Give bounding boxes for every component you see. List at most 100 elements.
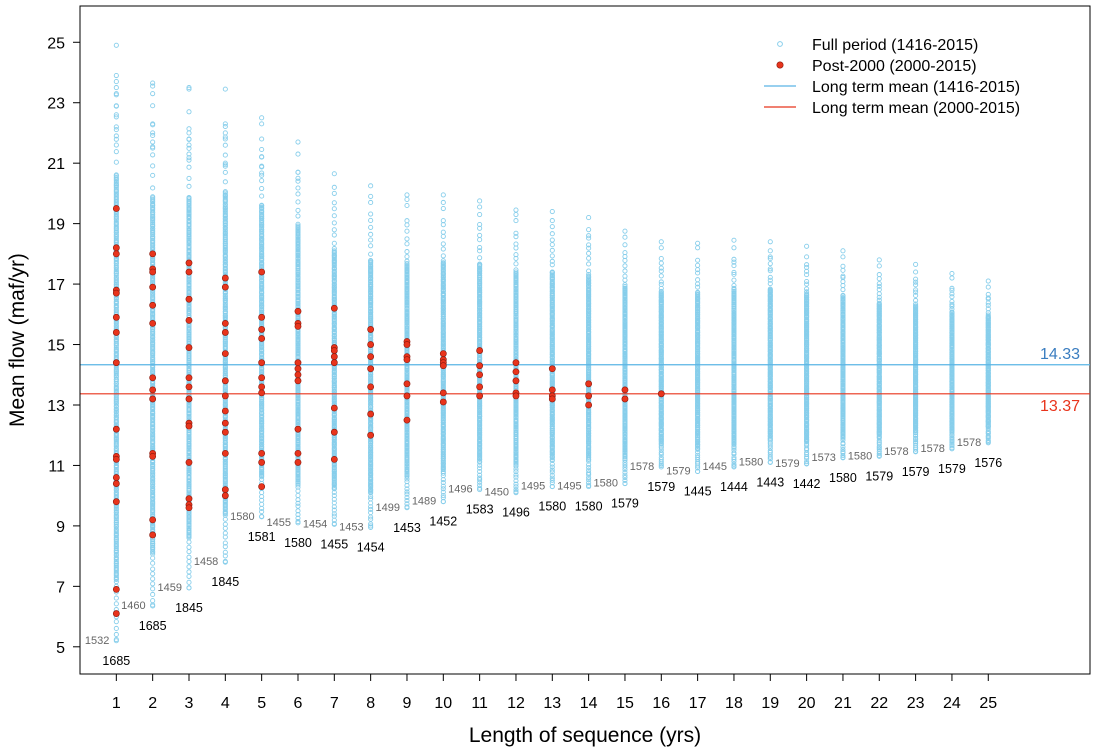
full-period-point (222, 189, 228, 195)
full-period-point (295, 175, 301, 181)
full-period-point (440, 199, 446, 206)
full-period-point (658, 239, 664, 245)
full-period-point (295, 236, 301, 242)
full-period-point (331, 375, 337, 381)
full-period-point (549, 472, 555, 478)
full-period-point (331, 220, 337, 226)
full-period-point (368, 496, 374, 502)
full-period-point (331, 335, 337, 341)
full-period-point (368, 521, 374, 527)
full-period-point (113, 219, 119, 225)
full-period-point (477, 475, 483, 481)
full-period-point (222, 256, 228, 262)
full-period-point (477, 255, 483, 261)
full-period-point (549, 357, 555, 363)
full-period-point (513, 466, 519, 472)
full-period-point (186, 585, 192, 591)
full-period-point (150, 576, 156, 582)
full-period-point (331, 200, 337, 206)
full-period-point (113, 220, 119, 226)
full-period-point (186, 126, 192, 132)
full-period-point (259, 146, 265, 153)
full-period-point (295, 492, 301, 499)
full-period-point (368, 504, 374, 510)
full-period-point (113, 124, 119, 130)
full-period-point (368, 311, 374, 317)
full-period-point (113, 181, 119, 187)
full-period-point (113, 631, 119, 638)
full-period-point (113, 547, 119, 553)
full-period-point (295, 508, 301, 514)
full-period-point (222, 516, 228, 522)
full-period-point (331, 395, 337, 401)
full-period-point (222, 152, 228, 158)
full-period-point (658, 281, 664, 288)
full-period-point (113, 72, 119, 79)
full-period-point (186, 85, 192, 91)
full-period-point (658, 279, 664, 285)
full-period-point (368, 231, 374, 237)
full-period-point (368, 292, 374, 298)
full-period-point (331, 496, 337, 502)
full-period-point (331, 521, 337, 527)
full-period-point (440, 192, 446, 198)
full-period-point (658, 455, 664, 461)
full-period-point (586, 477, 592, 483)
full-period-point (331, 248, 337, 254)
full-period-point (440, 419, 446, 425)
full-period-point (404, 405, 410, 411)
full-period-point (259, 154, 265, 160)
full-period-point (658, 443, 664, 449)
full-period-point (513, 478, 519, 484)
full-period-point (368, 442, 374, 448)
full-period-point (331, 388, 337, 394)
full-period-point (477, 232, 483, 238)
full-period-point (586, 480, 592, 486)
full-period-point (404, 466, 410, 472)
full-period-point (331, 500, 337, 506)
full-period-point (331, 171, 337, 177)
full-period-point (549, 224, 555, 230)
full-period-point (404, 489, 410, 495)
full-period-point (622, 474, 628, 481)
full-period-point (113, 346, 119, 352)
full-period-point (150, 277, 156, 283)
full-period-point (440, 246, 446, 252)
full-period-point (549, 208, 555, 215)
full-period-point (259, 490, 265, 496)
full-period-point (113, 237, 119, 243)
full-period-point (804, 278, 810, 285)
full-period-point (150, 328, 156, 334)
full-period-point (440, 205, 446, 212)
full-period-point (440, 311, 446, 317)
full-period-point (186, 285, 192, 292)
full-period-point (622, 268, 628, 274)
full-period-point (368, 224, 374, 230)
full-period-point (259, 193, 265, 199)
full-period-point (695, 257, 701, 263)
full-period-point (222, 544, 228, 550)
full-period-point (150, 483, 156, 489)
full-period-point (731, 237, 737, 243)
full-period-point (295, 169, 301, 175)
full-period-point (404, 202, 410, 209)
full-period-point (368, 217, 374, 223)
full-period-point (331, 206, 337, 212)
full-period-point (622, 481, 628, 487)
full-period-point (549, 258, 555, 264)
full-period-point (368, 199, 374, 206)
full-period-point (259, 186, 265, 192)
full-period-point (549, 457, 555, 464)
full-period-point (876, 272, 882, 278)
full-period-point (477, 477, 483, 483)
full-period-point (440, 486, 446, 492)
full-period-point (658, 457, 664, 463)
full-period-point (113, 468, 119, 474)
full-period-point (658, 245, 664, 251)
full-period-point (259, 163, 265, 169)
full-period-point (404, 192, 410, 198)
full-period-point (331, 339, 337, 345)
full-period-point (150, 293, 156, 299)
full-period-point (549, 484, 555, 490)
full-period-point (222, 521, 228, 527)
